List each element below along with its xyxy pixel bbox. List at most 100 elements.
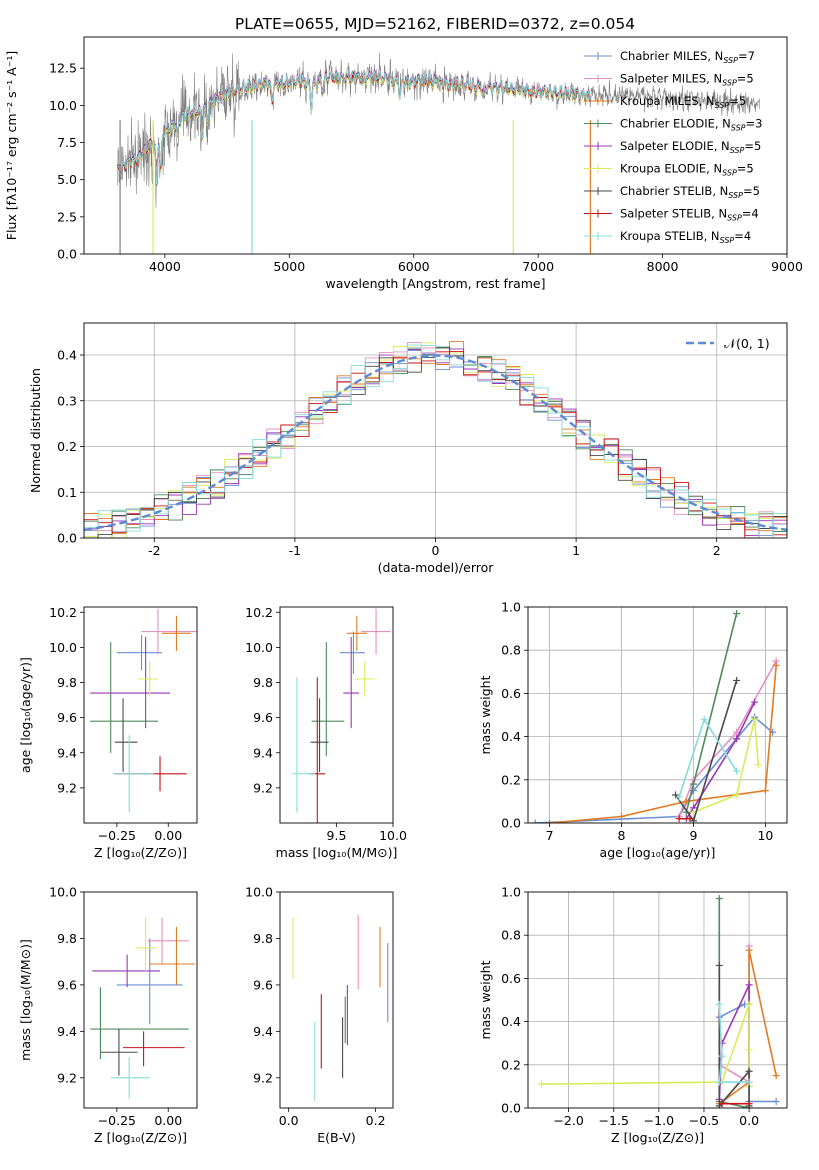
x-tick-label: 9000 [771, 259, 803, 274]
x-tick-label: −1.0 [644, 1113, 674, 1128]
y-tick-label: 0.6 [501, 686, 521, 701]
y-tick-label: 0.4 [501, 1014, 521, 1029]
legend-entry-salpeter-stelib: Salpeter STELIB, NSSP=4 [584, 207, 759, 223]
series-point [745, 1078, 753, 1086]
x-tick-label: −0.5 [689, 1113, 719, 1128]
x-tick-label: 0.00 [154, 828, 182, 843]
y-tick-label: 9.8 [253, 931, 273, 946]
series-salpeter-elodie [682, 698, 759, 823]
legend-label: Chabrier STELIB, NSSP=5 [620, 184, 760, 200]
y-axis-label: mass weight [478, 960, 493, 1039]
figure-title: PLATE=0655, MJD=52162, FIBERID=0372, z=0… [235, 15, 635, 33]
legend-label: Kroupa ELODIE, NSSP=5 [620, 162, 754, 178]
axes-mass-vs-ebv: 0.0 0.2 9.2 9.4 9.6 9.8 10.0 E(B-V) [245, 885, 394, 1145]
legend-entry-kroupa-elodie: Kroupa ELODIE, NSSP=5 [584, 162, 754, 178]
y-tick-label: 1.0 [501, 885, 521, 900]
errorbar-salpeter-elodie [343, 636, 360, 729]
y-tick-label: 0.8 [501, 643, 521, 658]
axes-residuals: -2 -1 0 1 2 0.0 0.1 0.2 0.3 0.4 (data-model)/error… [28, 322, 788, 575]
errorbar-salpeter-miles [361, 608, 391, 655]
errorbar-chabrier-elodie [90, 642, 158, 753]
legend-entry-salpeter-elodie: Salpeter ELODIE, NSSP=5 [584, 139, 761, 155]
y-tick-label: 0.0 [501, 816, 521, 831]
plot-area [90, 608, 197, 813]
legend-label: 𝒩(0, 1) [724, 336, 770, 351]
series-point [675, 815, 683, 823]
y-tick-label: 9.2 [57, 780, 77, 795]
errorbar-kroupa-miles [162, 615, 191, 651]
errorbar-kroupa-elodie [137, 661, 158, 697]
series-point [675, 793, 683, 801]
y-tick-label: 0.2 [57, 439, 77, 454]
x-axis-label: mass [log₁₀(M/M⊙)] [276, 845, 398, 860]
axes-frame [83, 36, 788, 255]
series-point [733, 676, 741, 684]
axes-age-vs-mass: 9.5 10.0 9.2 9.4 9.6 9.8 10.0 10.2 mass [log₁₀(M… [245, 605, 407, 860]
series-line [718, 946, 750, 1084]
series-point [718, 1100, 726, 1108]
axes-frame [83, 891, 198, 1109]
errorbar-chabrier-stelib [114, 698, 138, 773]
x-tick-label: 0.00 [154, 1113, 182, 1128]
gaussian-curve [84, 354, 787, 532]
series-salpeter-stelib [675, 815, 694, 823]
y-tick-label: 9.6 [57, 710, 77, 725]
y-tick-label: 1.0 [501, 600, 521, 615]
y-tick-label: 7.5 [57, 135, 77, 150]
series-point [745, 1067, 753, 1075]
errorbar-salpeter-elodie [90, 636, 171, 729]
errorbar-chabrier-stelib [100, 1029, 138, 1076]
plot-area [292, 915, 389, 1102]
y-tick-label: 9.8 [57, 931, 77, 946]
y-tick-label: 0.2 [501, 772, 521, 787]
x-tick-label: 10 [757, 828, 773, 843]
plot-area [84, 323, 787, 538]
series-point [715, 961, 723, 969]
x-tick-label: 7000 [522, 259, 554, 274]
plot-area [292, 608, 391, 823]
y-axis-label: mass [log₁₀(M/M⊙)] [18, 939, 33, 1061]
x-tick-label: 2 [713, 543, 721, 558]
y-tick-label: 0.0 [57, 247, 77, 262]
series-point [531, 819, 539, 823]
y-tick-label: 12.5 [49, 61, 77, 76]
x-axis-label: Z [log₁₀(Z/Z⊙)] [611, 1130, 704, 1145]
x-tick-label: −2.0 [553, 1113, 583, 1128]
series-salpeter-stelib [718, 1100, 753, 1108]
legend: 𝒩(0, 1) [686, 336, 770, 351]
series-point [772, 1098, 780, 1106]
axes-frame [527, 891, 788, 1109]
y-tick-label: 9.8 [253, 675, 273, 690]
x-tick-label: −1.5 [599, 1113, 629, 1128]
y-tick-label: 0.3 [57, 393, 77, 408]
spectrum-model-salpeter-stelib [117, 70, 591, 185]
legend-label: Chabrier MILES, NSSP=7 [620, 49, 755, 65]
x-axis-label: Z [log₁₀(Z/Z⊙)] [94, 845, 187, 860]
plot-area [528, 607, 787, 823]
axes-frame [279, 891, 394, 1109]
errorbar-kroupa-stelib [110, 1056, 150, 1099]
errorbar-salpeter-stelib [309, 677, 326, 823]
series-kroupa-miles [546, 661, 780, 823]
errorbar-chabrier-miles [116, 938, 183, 1025]
y-tick-label: 10.0 [49, 98, 77, 113]
series-point [751, 698, 759, 706]
errorbar-salpeter-stelib [123, 1031, 185, 1067]
series-point [772, 1072, 780, 1080]
series-chabrier-elodie [715, 894, 753, 1108]
y-tick-label: 10.2 [49, 605, 77, 620]
errorbar-chabrier-stelib [310, 698, 329, 773]
series-point [751, 715, 759, 723]
series-point [745, 1100, 753, 1108]
axes-spectrum: 4000 5000 6000 7000 8000 9000 0.0 2.5 5.0 7.5 10.0… [4, 36, 803, 291]
errorbar-chabrier-elodie [311, 642, 345, 757]
series-kroupa-stelib [675, 715, 741, 801]
x-tick-label: -1 [289, 543, 301, 558]
series-line [718, 965, 750, 1108]
legend-entry-chabrier-miles: Chabrier MILES, NSSP=7 [584, 49, 755, 65]
series-point [671, 791, 679, 799]
series-point [754, 761, 762, 769]
series-point [733, 791, 741, 799]
legend-marker [594, 52, 602, 60]
y-tick-label: 9.2 [253, 1070, 273, 1085]
